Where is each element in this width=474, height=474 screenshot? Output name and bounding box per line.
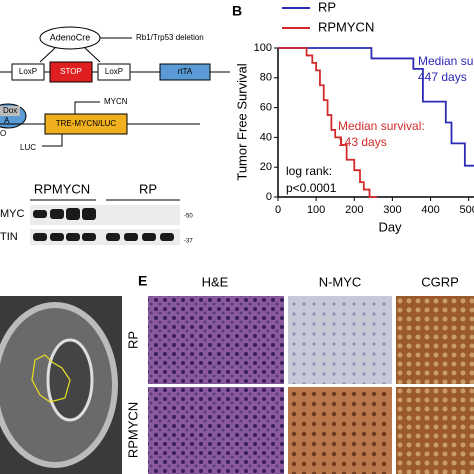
- construct-box: [44, 113, 128, 135]
- panel-a: AdenoCre Rb1/Trp53 deletion LoxP STOP Lo…: [0, 26, 230, 152]
- loxp: LoxP: [19, 67, 37, 76]
- column-header: N-MYC: [319, 274, 362, 289]
- annotation: 447 days: [418, 70, 467, 84]
- blot-row: MYC: [0, 208, 25, 220]
- tile: [396, 387, 474, 474]
- y-tick-label: 40: [260, 131, 272, 143]
- panel-e: E H&E N-MYC CGRP RP RPMYCN: [125, 273, 474, 474]
- dox: Dox: [3, 106, 17, 115]
- tile: [288, 296, 392, 384]
- row-label: RP: [125, 331, 140, 349]
- stop: STOP: [60, 67, 82, 76]
- legend-label: RP: [318, 0, 336, 14]
- y-tick-label: 20: [260, 161, 272, 173]
- x-tick-label: 400: [421, 204, 439, 216]
- annotation: Median survival:: [418, 54, 474, 68]
- y-tick-label: 100: [254, 42, 272, 54]
- mw-marker: -50: [184, 214, 193, 220]
- tile: [148, 296, 284, 384]
- panel-d: [0, 296, 122, 474]
- x-tick-label: 200: [345, 204, 363, 216]
- bands: [33, 208, 174, 241]
- tile: [288, 387, 392, 474]
- column-header: H&E: [202, 274, 229, 289]
- blot-membrane: [30, 229, 180, 245]
- panel-label: E: [138, 273, 147, 289]
- x-tick-label: 300: [383, 204, 401, 216]
- loxp-box: [97, 63, 131, 81]
- blot-group: RP: [139, 181, 157, 196]
- rtta-partial: A: [4, 116, 10, 125]
- dox-box: [0, 106, 20, 116]
- adenocre: AdenoCre: [50, 32, 91, 42]
- rtta-box: [159, 63, 211, 81]
- survival-line: [278, 47, 378, 198]
- tile: [396, 296, 474, 384]
- blot-group: RPMYCN: [34, 181, 90, 196]
- stop-box: [49, 61, 93, 83]
- x-tick-label: 0: [275, 204, 281, 216]
- annotation: Median survival:: [338, 119, 425, 133]
- row-label: RPMYCN: [125, 402, 140, 458]
- panel-label: B: [232, 3, 242, 19]
- mycn: MYCN: [104, 97, 128, 106]
- panel-c: RPMYCN RP MYC TIN -50 -37: [0, 181, 193, 245]
- construct: TRE-MYCN/LUC: [56, 119, 117, 128]
- legend-label: RPMYCN: [318, 19, 374, 34]
- x-axis-label: Day: [378, 219, 402, 234]
- mw-marker: -37: [184, 239, 193, 245]
- deletion: Rb1/Trp53 deletion: [136, 33, 204, 42]
- y-tick-label: 60: [260, 102, 272, 114]
- luc: LUC: [20, 143, 36, 152]
- rtta: rtTA: [178, 67, 193, 76]
- tumor-outline: [31, 354, 71, 403]
- arrow: [39, 47, 56, 63]
- y-tick-label: 0: [266, 191, 272, 203]
- o-partial: O: [0, 129, 6, 138]
- loxp-box: [11, 63, 45, 81]
- annotation: 143 days: [338, 135, 387, 149]
- loxp: LoxP: [105, 67, 123, 76]
- y-tick-label: 80: [260, 72, 272, 84]
- tile: [148, 387, 284, 474]
- arrow: [42, 134, 63, 147]
- annotation: p<0.0001: [286, 181, 337, 195]
- x-tick-label: 100: [307, 204, 325, 216]
- arrow: [74, 101, 100, 114]
- survival-line: [278, 47, 474, 167]
- arrow: [84, 47, 101, 63]
- x-tick-label: 500: [459, 204, 474, 216]
- blot-row: TIN: [0, 231, 18, 243]
- y-axis-label: Tumor Free Survival: [234, 63, 249, 180]
- annotation: log rank:: [286, 164, 332, 178]
- column-header: CGRP: [421, 274, 459, 289]
